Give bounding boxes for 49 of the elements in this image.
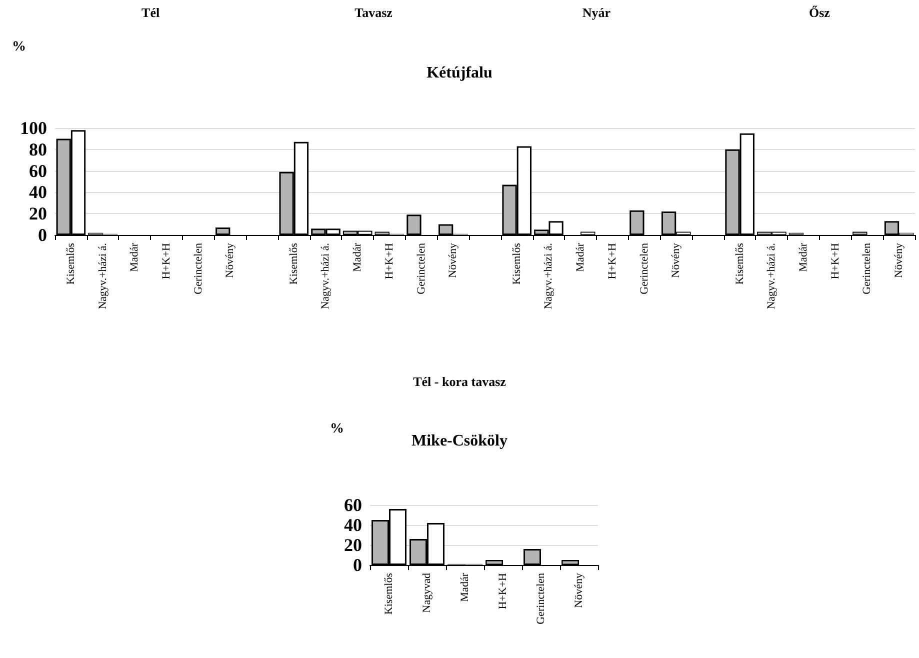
x-tick-label: Madár [128,242,141,272]
y-tick-label: 60 [344,495,362,515]
x-tick-label: H+K+H [497,572,509,610]
x-tick-label: Növény [893,242,906,278]
y-axis-title: % [330,422,344,436]
x-tick-label: H+K+H [829,242,842,280]
y-axis-title: % [12,40,26,54]
y-tick-label: 40 [344,515,362,535]
x-tick-label: Nagyv.+házi á. [542,242,555,310]
x-tick-label: Kisemlős [64,243,77,285]
text: Ősz [808,5,830,20]
x-tick-label: Gerinctelen [861,242,874,294]
x-tick-label: Kisemlős [383,573,395,615]
x-tick-label: Gerinctelen [535,572,547,624]
text: Nyár [582,5,611,20]
y-tick-label: 60 [29,160,47,181]
y-tick-label: 0 [38,225,47,245]
x-tick-label: Gerinctelen [192,242,204,294]
x-tick-label: Növény [573,572,585,608]
y-tick-label: 100 [20,118,47,138]
text: Tavasz [354,5,393,20]
chart-title: Mike-Csököly [412,432,508,450]
chart-title: Kétújfalu [426,64,492,82]
y-tick-label: 0 [353,555,362,575]
x-tick-label: Madár [574,242,587,272]
x-tick-label: Madár [459,572,471,602]
x-tick-label: Madár [798,242,810,272]
y-tick-label: 40 [29,182,47,202]
x-tick-label: Kisemlős [288,243,300,285]
x-tick-label: Növény [224,242,236,278]
x-tick-label: Kisemlős [510,243,523,285]
x-tick-label: Nagyvad [421,572,433,613]
x-tick-label: Gerinctelen [638,242,650,294]
x-tick-label: Kisemlős [734,243,746,285]
x-tick-label: Növény [670,242,682,278]
y-tick-label: 80 [29,139,47,160]
x-tick-label: Nagyv.+házi á. [320,242,332,310]
x-tick-label: Növény [447,242,460,278]
x-tick-label: H+K+H [383,242,396,280]
x-tick-label: Madár [352,242,364,272]
x-tick-label: H+K+H [160,242,172,280]
y-tick-label: 20 [29,204,47,224]
y-tick-label: 20 [344,535,362,555]
x-tick-label: Gerinctelen [415,242,428,294]
x-tick-label: Nagyv.+házi á. [96,242,109,310]
text: Tél [142,5,160,20]
x-tick-label: Nagyv.+házi á. [766,242,778,310]
chart-subtitle: Tél - kora tavasz [413,374,506,389]
x-tick-label: H+K+H [606,242,618,280]
